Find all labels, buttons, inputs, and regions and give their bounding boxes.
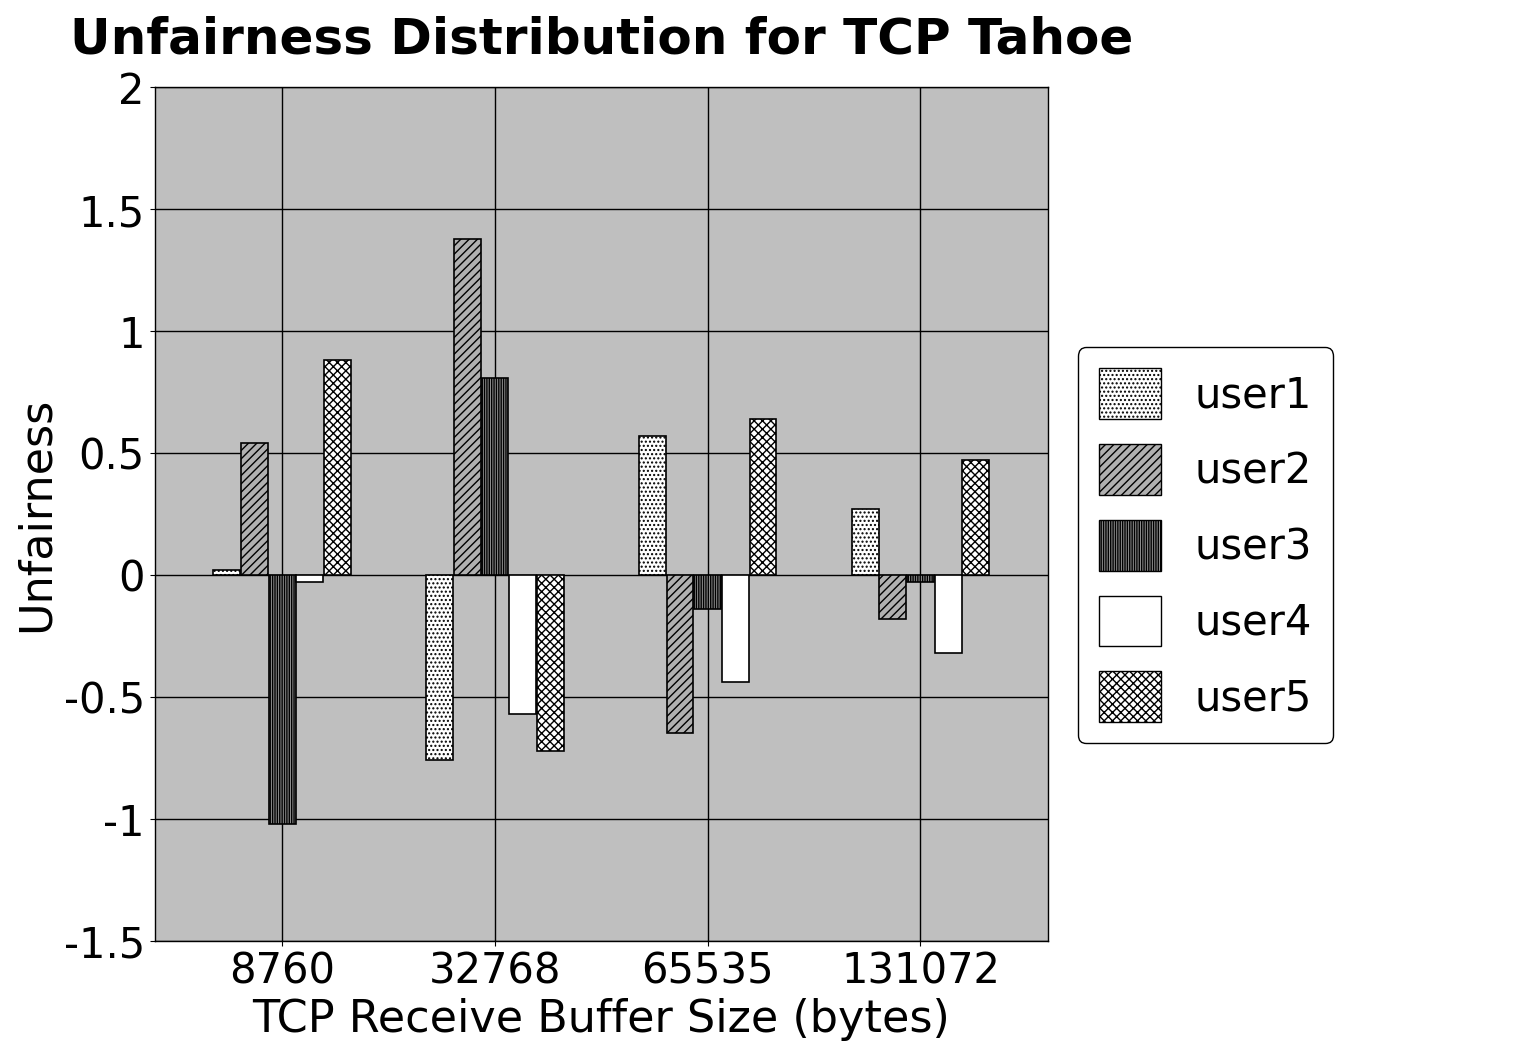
Bar — [721, 576, 749, 682]
Bar — [482, 378, 508, 576]
Bar — [296, 576, 324, 583]
Bar — [454, 239, 480, 576]
X-axis label: TCP Receive Buffer Size (bytes): TCP Receive Buffer Size (bytes) — [252, 998, 950, 1041]
Bar — [666, 576, 694, 734]
Y-axis label: Unfairness: Unfairness — [15, 397, 58, 631]
Bar — [269, 576, 296, 824]
Bar — [639, 436, 666, 576]
Bar — [749, 419, 777, 576]
Bar — [324, 361, 352, 576]
Bar — [880, 576, 906, 619]
Bar — [962, 460, 989, 576]
Legend: user1, user2, user3, user4, user5: user1, user2, user3, user4, user5 — [1078, 347, 1332, 743]
Bar — [510, 576, 536, 714]
Bar — [427, 576, 453, 760]
Bar — [537, 576, 563, 751]
Bar — [907, 576, 933, 583]
Bar — [852, 509, 878, 576]
Bar — [935, 576, 961, 654]
Bar — [213, 570, 241, 576]
Bar — [694, 576, 721, 609]
Title: Unfairness Distribution for TCP Tahoe: Unfairness Distribution for TCP Tahoe — [69, 15, 1133, 63]
Bar — [241, 444, 269, 576]
